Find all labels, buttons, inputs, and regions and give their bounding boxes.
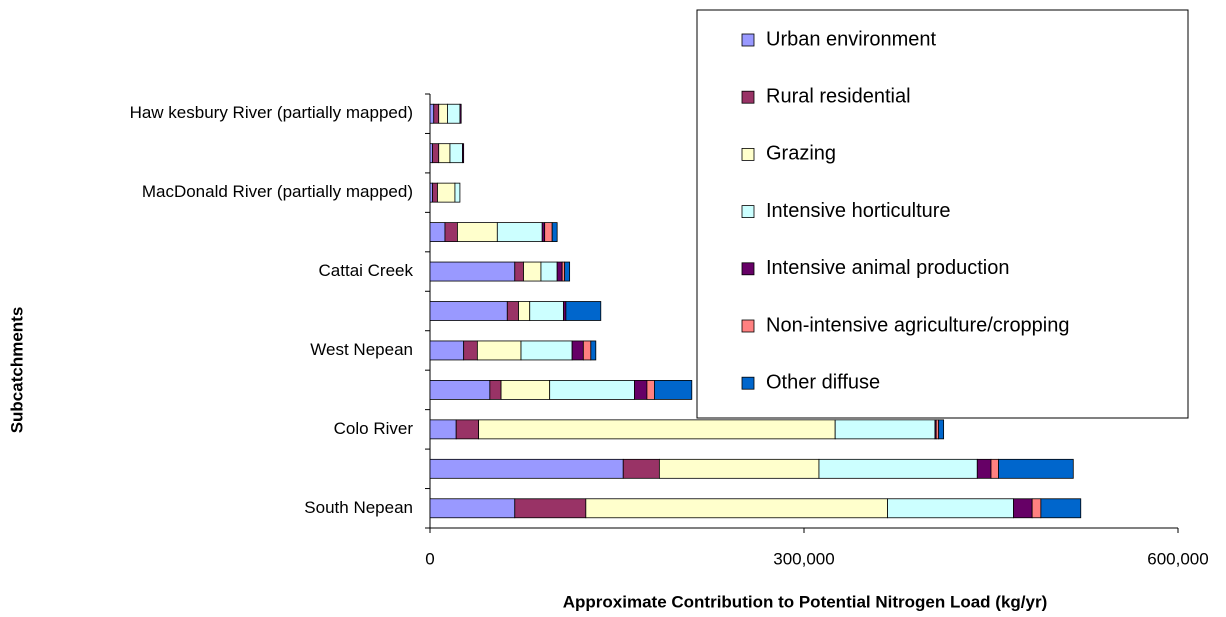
bar-segment [622,458,660,479]
bar-segment [506,301,519,321]
bar-segment [529,301,564,321]
bar-segment [437,182,456,203]
bar-segment [518,301,531,321]
bar-segment [457,222,498,242]
legend-swatch [741,90,755,104]
bar-segment [500,380,551,400]
y-tick-label: Colo River [334,419,414,438]
bar-segment [455,419,480,440]
bar-segment [976,458,992,479]
bar-segment [429,419,457,440]
y-axis-title: Subcatchments [7,307,26,434]
bar-segment [565,301,602,321]
bar-segment [834,419,936,440]
x-tick-label: 300,000 [773,549,834,568]
bar-segment [478,419,836,440]
bar-segment [514,498,587,519]
legend-label: Intensive horticulture [766,200,951,222]
y-tick-label: MacDonald River (partially mapped) [142,182,413,201]
legend-label: Urban environment [766,28,937,50]
bar-segment [818,458,978,479]
bar-segment [476,340,522,361]
x-axis-title: Approximate Contribution to Potential Ni… [563,592,1048,611]
bar-segment [444,222,458,242]
bar-segment [463,340,478,361]
bar-segment [459,103,462,124]
legend-swatch [741,33,755,47]
y-tick-label: Cattai Creek [319,261,414,280]
bar-segment [429,222,446,242]
bar-segment [432,182,438,203]
bar-segment [551,222,558,242]
legend-label: Other diffuse [766,371,880,393]
bar-segment [432,143,440,164]
bar-segment [887,498,1014,519]
bar-segment [998,458,1074,479]
bar-segment [429,340,465,361]
bar-segment [489,380,502,400]
bar-segment [433,103,440,124]
bar-segment [447,103,461,124]
y-tick-label: Haw kesbury River (partially mapped) [130,103,413,122]
bar-segment [520,340,573,361]
bar-segment [938,419,945,440]
legend-swatch [741,205,755,219]
bar-segment [582,340,592,361]
bar-segment [658,458,820,479]
x-tick-label: 0 [425,549,434,568]
bar-segment [429,458,624,479]
bar-segment [544,222,553,242]
legend-swatch [741,262,755,276]
bar-segment [523,261,542,282]
bar-segment [429,261,516,282]
bar-segment [634,380,648,400]
bar-segment [429,103,435,124]
bar-segment [590,340,597,361]
bar-segment [556,261,563,282]
legend-label: Intensive animal production [766,257,1009,279]
bar-segment [564,261,571,282]
bar-segment [1040,498,1082,519]
bar-segment [429,498,516,519]
bar-segment [449,143,463,164]
x-tick-label: 600,000 [1147,549,1208,568]
legend-swatch [741,319,755,333]
bar-segment [496,222,543,242]
y-tick-label: West Nepean [310,340,413,359]
bar-segment [438,143,451,164]
y-tick-label: South Nepean [304,498,413,517]
legend-label: Grazing [766,143,836,165]
bar-segment [990,458,999,479]
bar-segment [462,143,465,164]
bar-segment [654,380,693,400]
bar-segment [1031,498,1042,519]
bar-segment [646,380,655,400]
bar-segment [438,103,448,124]
bar-segment [571,340,584,361]
bar-segment [429,301,508,321]
legend-box [696,9,1189,419]
legend-swatch [741,376,755,390]
legend-label: Non-intensive agriculture/cropping [766,314,1070,336]
legend-label: Rural residential [766,85,911,107]
bar-segment [514,261,524,282]
bar-segment [454,182,461,203]
legend-swatch [741,147,755,161]
bar-segment [429,380,491,400]
bar-segment [1013,498,1033,519]
bar-segment [549,380,635,400]
bar-segment [585,498,888,519]
bar-segment [540,261,558,282]
